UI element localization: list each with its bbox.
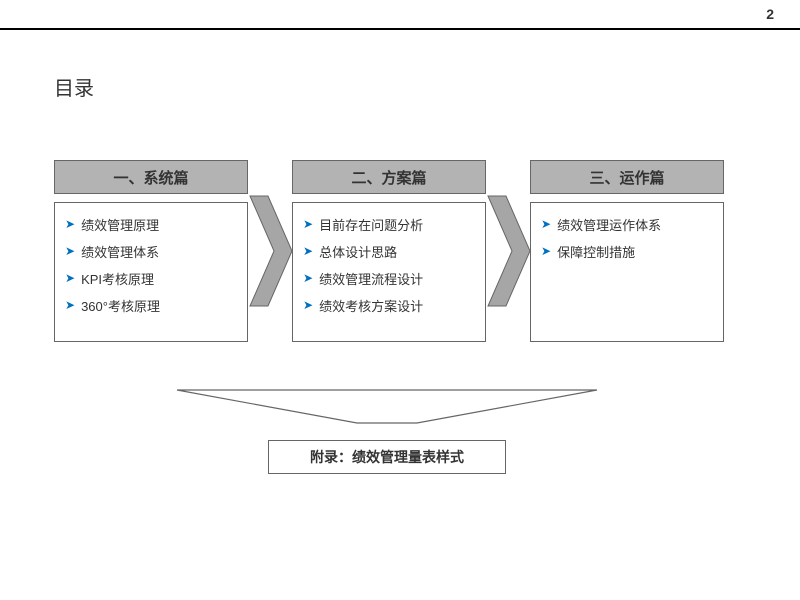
item-label: 绩效管理运作体系 — [557, 215, 661, 234]
bullet-icon: ➤ — [303, 215, 313, 233]
list-item: ➤ 绩效管理流程设计 — [303, 269, 475, 288]
item-label: 绩效考核方案设计 — [319, 296, 423, 315]
columns-row: 一、系统篇 ➤ 绩效管理原理 ➤ 绩效管理体系 ➤ KPI考核原理 ➤ 360°考核原理… — [54, 160, 770, 342]
top-rule — [0, 28, 800, 30]
item-label: 总体设计思路 — [319, 242, 397, 261]
column-3-body: ➤ 绩效管理运作体系 ➤ 保障控制措施 — [530, 202, 724, 342]
bullet-icon: ➤ — [303, 242, 313, 260]
bullet-icon: ➤ — [65, 215, 75, 233]
page-title: 目录 — [54, 72, 94, 101]
column-1-header: 一、系统篇 — [54, 160, 248, 194]
page-number: 2 — [766, 6, 774, 22]
list-item: ➤ 保障控制措施 — [541, 242, 713, 261]
item-label: 保障控制措施 — [557, 242, 635, 261]
funnel-arrow — [172, 385, 602, 435]
list-item: ➤ 目前存在问题分析 — [303, 215, 475, 234]
list-item: ➤ 绩效管理运作体系 — [541, 215, 713, 234]
arrow-1 — [248, 160, 292, 342]
bullet-icon: ➤ — [65, 296, 75, 314]
arrow-2 — [486, 160, 530, 342]
list-item: ➤ 360°考核原理 — [65, 296, 237, 315]
list-item: ➤ 总体设计思路 — [303, 242, 475, 261]
item-label: 绩效管理流程设计 — [319, 269, 423, 288]
bullet-icon: ➤ — [303, 296, 313, 314]
list-item: ➤ KPI考核原理 — [65, 269, 237, 288]
item-label: KPI考核原理 — [81, 269, 154, 288]
item-label: 目前存在问题分析 — [319, 215, 423, 234]
bullet-icon: ➤ — [541, 242, 551, 260]
bullet-icon: ➤ — [65, 269, 75, 287]
column-2-header: 二、方案篇 — [292, 160, 486, 194]
bullet-icon: ➤ — [303, 269, 313, 287]
column-2-body: ➤ 目前存在问题分析 ➤ 总体设计思路 ➤ 绩效管理流程设计 ➤ 绩效考核方案设计 — [292, 202, 486, 342]
item-label: 绩效管理体系 — [81, 242, 159, 261]
bullet-icon: ➤ — [65, 242, 75, 260]
column-3-header: 三、运作篇 — [530, 160, 724, 194]
appendix-box: 附录：绩效管理量表样式 — [268, 440, 506, 474]
bullet-icon: ➤ — [541, 215, 551, 233]
column-2: 二、方案篇 ➤ 目前存在问题分析 ➤ 总体设计思路 ➤ 绩效管理流程设计 ➤ 绩效考核方… — [292, 160, 486, 342]
column-3: 三、运作篇 ➤ 绩效管理运作体系 ➤ 保障控制措施 — [530, 160, 724, 342]
list-item: ➤ 绩效考核方案设计 — [303, 296, 475, 315]
list-item: ➤ 绩效管理体系 — [65, 242, 237, 261]
list-item: ➤ 绩效管理原理 — [65, 215, 237, 234]
item-label: 360°考核原理 — [81, 296, 160, 315]
column-1-body: ➤ 绩效管理原理 ➤ 绩效管理体系 ➤ KPI考核原理 ➤ 360°考核原理 — [54, 202, 248, 342]
item-label: 绩效管理原理 — [81, 215, 159, 234]
column-1: 一、系统篇 ➤ 绩效管理原理 ➤ 绩效管理体系 ➤ KPI考核原理 ➤ 360°考核原理 — [54, 160, 248, 342]
